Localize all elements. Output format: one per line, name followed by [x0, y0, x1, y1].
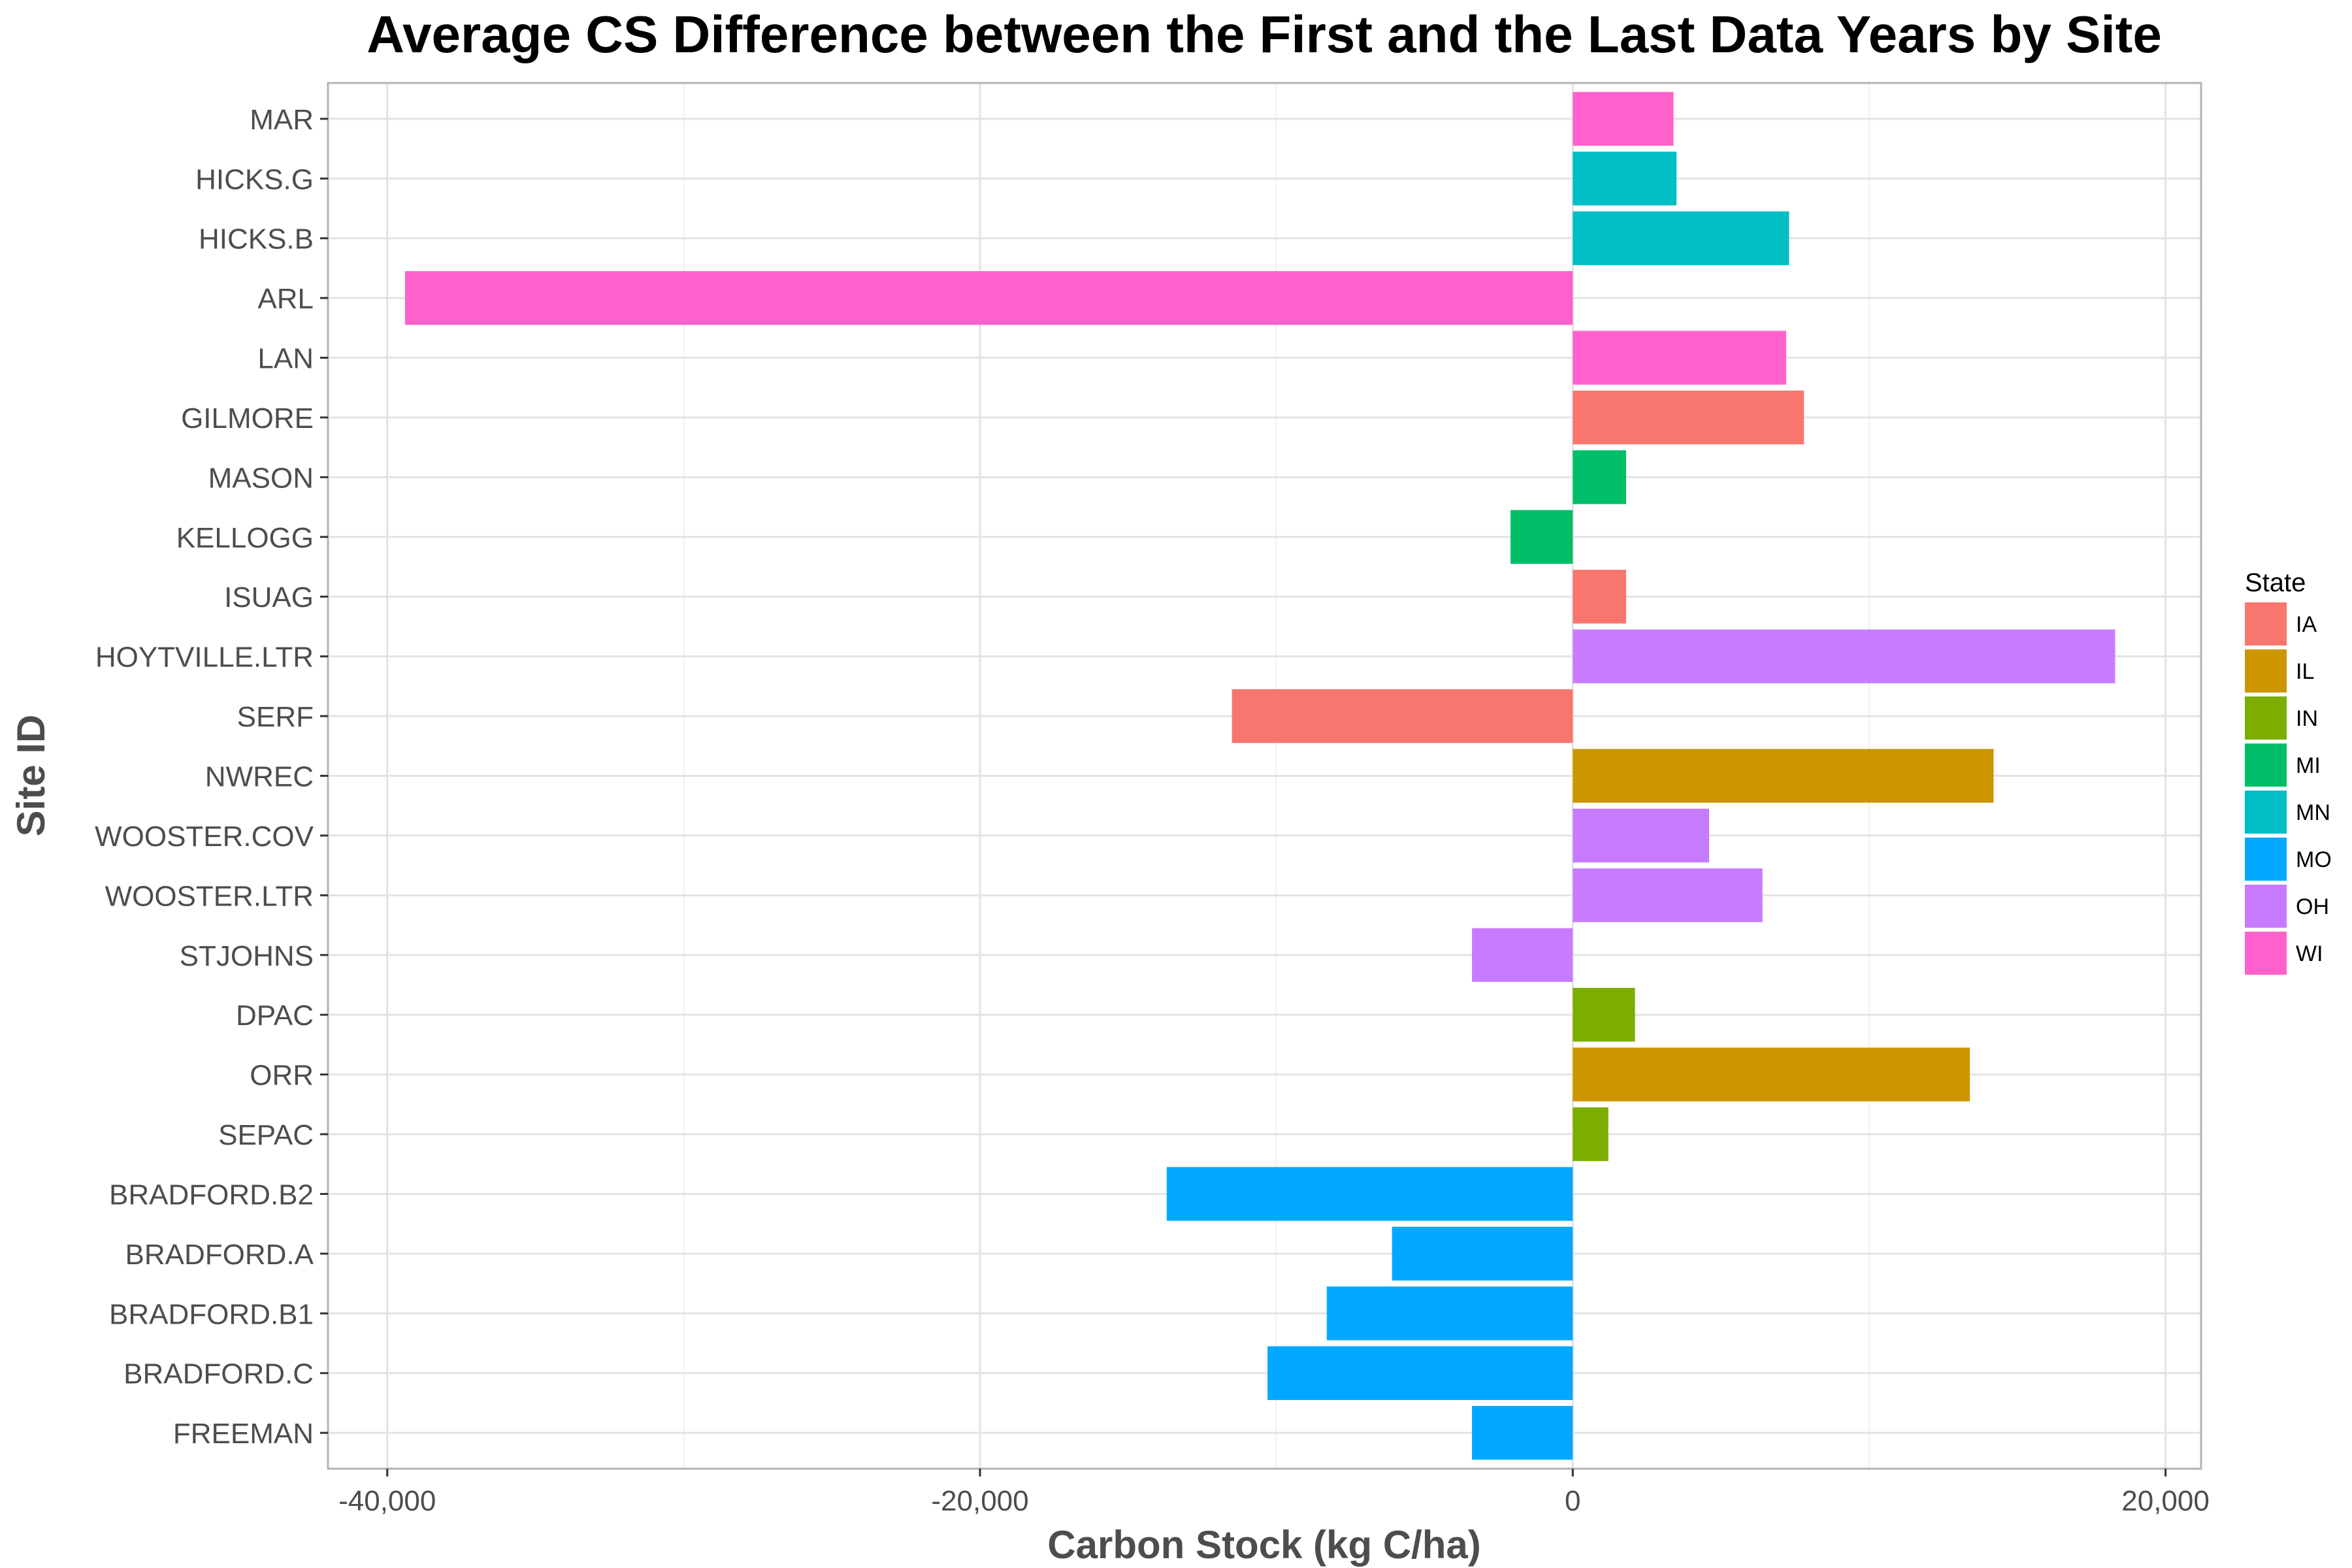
legend: State IA IL IN MI MN MO OH WI	[2245, 568, 2332, 975]
y-tick-label: HICKS.G	[195, 163, 314, 195]
bar-mason	[1573, 450, 1626, 504]
bar-lan	[1573, 331, 1786, 385]
bar-arl	[404, 270, 1573, 325]
bar-dpac	[1573, 988, 1635, 1042]
legend-label-ia: IA	[2296, 612, 2317, 637]
y-axis-title: Site ID	[9, 715, 53, 837]
bar-serf	[1232, 689, 1573, 743]
bar-hicks-g	[1573, 152, 1677, 206]
y-tick-label: ISUAG	[224, 581, 314, 613]
y-tick-label: BRADFORD.B1	[109, 1298, 314, 1330]
y-tick-label: LAN	[257, 343, 314, 375]
y-tick-label: MASON	[208, 462, 314, 494]
y-tick-label: SEPAC	[218, 1119, 314, 1151]
legend-label-mi: MI	[2296, 753, 2321, 778]
legend-label-in: IN	[2296, 706, 2318, 731]
y-tick-label: FREEMAN	[173, 1418, 314, 1450]
y-tick-label: WOOSTER.COV	[95, 821, 314, 853]
bars	[404, 91, 2115, 1460]
bar-wooster-cov	[1573, 808, 1709, 863]
bar-bradford-c	[1267, 1346, 1573, 1400]
y-tick-label: STJOHNS	[180, 940, 314, 972]
legend-key-il	[2245, 649, 2287, 693]
y-tick-label: GILMORE	[181, 402, 314, 434]
y-tick-label: BRADFORD.A	[125, 1239, 314, 1271]
legend-key-wi	[2245, 932, 2287, 975]
bar-bradford-b1	[1326, 1286, 1573, 1341]
bar-orr	[1573, 1047, 1970, 1102]
bar-mar	[1573, 91, 1674, 146]
y-tick-label: HOYTVILLE.LTR	[95, 642, 314, 674]
legend-key-ia	[2245, 602, 2287, 645]
legend-label-wi: WI	[2296, 941, 2323, 966]
x-tick-label: 20,000	[2121, 1485, 2210, 1517]
bar-hicks-b	[1573, 211, 1789, 265]
legend-key-mi	[2245, 743, 2287, 787]
legend-label-il: IL	[2296, 659, 2314, 684]
bar-hoytville-ltr	[1573, 629, 2115, 683]
legend-key-mn	[2245, 791, 2287, 834]
legend-title: State	[2245, 568, 2306, 597]
legend-label-mo: MO	[2296, 847, 2332, 872]
bar-kellogg	[1511, 510, 1573, 564]
bar-nwrec	[1573, 749, 1994, 803]
bar-bradford-a	[1392, 1226, 1573, 1281]
legend-label-oh: OH	[2296, 894, 2329, 919]
y-tick-label: WOOSTER.LTR	[105, 880, 314, 912]
legend-label-mn: MN	[2296, 800, 2330, 825]
bar-freeman	[1472, 1406, 1573, 1460]
bar-gilmore	[1573, 390, 1805, 445]
legend-key-in	[2245, 696, 2287, 740]
bar-isuag	[1573, 570, 1626, 624]
bar-wooster-ltr	[1573, 868, 1763, 923]
bar-stjohns	[1472, 928, 1573, 982]
x-tick-label: -20,000	[931, 1485, 1028, 1517]
y-tick-label: ORR	[250, 1060, 314, 1092]
y-tick-label: DPAC	[236, 1000, 314, 1032]
y-tick-label: BRADFORD.B2	[109, 1179, 314, 1211]
x-tick-label: 0	[1565, 1485, 1580, 1517]
y-tick-label: ARL	[257, 283, 314, 315]
y-tick-label: SERF	[237, 701, 314, 733]
y-tick-label: HICKS.B	[199, 223, 314, 255]
y-tick-label: BRADFORD.C	[123, 1358, 314, 1390]
x-axis: -40,000 -20,000 0 20,000	[338, 1469, 2210, 1517]
x-tick-label: -40,000	[338, 1485, 436, 1517]
y-axis: MAR HICKS.G HICKS.B ARL LAN GILMORE MASON KELLO…	[95, 104, 328, 1450]
bar-bradford-b2	[1166, 1167, 1573, 1221]
chart-title: Average CS Difference between the First …	[367, 5, 2162, 63]
y-tick-label: MAR	[250, 104, 314, 136]
bar-sepac	[1573, 1107, 1609, 1162]
x-axis-title: Carbon Stock (kg C/ha)	[1047, 1523, 1480, 1567]
legend-key-oh	[2245, 885, 2287, 928]
y-tick-label: NWREC	[205, 761, 314, 793]
y-tick-label: KELLOGG	[176, 522, 314, 554]
legend-key-mo	[2245, 838, 2287, 881]
